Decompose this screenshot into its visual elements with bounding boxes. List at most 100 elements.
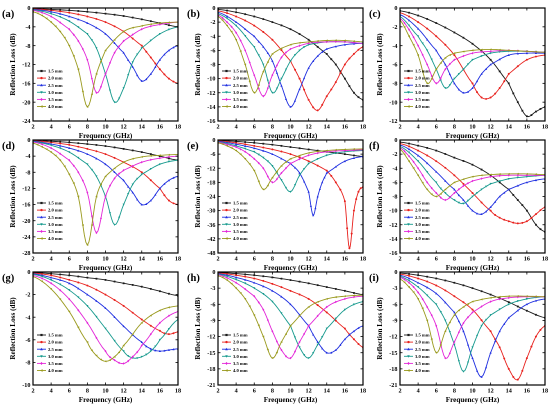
data-point <box>99 60 102 63</box>
data-point <box>36 12 39 15</box>
series-line <box>400 148 545 197</box>
data-point <box>352 295 355 299</box>
data-point <box>539 209 542 212</box>
data-point <box>154 193 157 196</box>
legend-label: 3.0 mm <box>233 354 248 359</box>
legend-label: 2.5 mm <box>48 215 63 220</box>
data-point <box>516 222 519 225</box>
data-point <box>131 16 134 19</box>
legend-marker <box>407 83 410 87</box>
data-point <box>309 204 312 207</box>
data-point <box>408 273 410 275</box>
data-point <box>352 52 355 55</box>
data-point <box>316 314 319 318</box>
data-point <box>303 168 306 171</box>
x-tick-label: 12 <box>488 388 494 395</box>
x-axis-title: Frequency (GHz) <box>446 264 500 272</box>
data-point <box>321 50 324 53</box>
data-point <box>330 88 333 91</box>
data-point <box>534 213 537 216</box>
legend-marker <box>40 215 43 219</box>
data-point <box>453 58 456 62</box>
data-point <box>298 293 301 296</box>
data-point <box>435 181 438 184</box>
data-point <box>253 15 256 18</box>
data-point <box>86 143 89 145</box>
data-point <box>262 18 265 21</box>
y-tick-label: -15 <box>389 350 397 357</box>
data-point <box>262 142 265 145</box>
x-tick-label: 10 <box>102 388 108 395</box>
data-point <box>77 308 80 312</box>
data-point <box>95 277 98 280</box>
legend-marker <box>407 223 410 226</box>
y-tick-label: -6 <box>392 62 397 69</box>
panel-label: (e) <box>187 141 199 152</box>
y-tick-label: -10 <box>389 208 397 215</box>
data-point <box>471 209 474 212</box>
data-point <box>312 333 315 336</box>
data-point <box>262 275 265 278</box>
data-point <box>489 300 492 303</box>
data-point <box>439 76 442 80</box>
data-point <box>99 358 102 361</box>
data-point <box>516 172 519 175</box>
data-point <box>140 285 143 288</box>
data-point <box>275 177 278 181</box>
data-point <box>235 143 238 146</box>
data-point <box>50 12 53 15</box>
data-point <box>113 146 116 149</box>
legend-label: 2.0 mm <box>233 340 248 345</box>
data-point <box>248 80 251 83</box>
data-point <box>498 173 501 176</box>
data-point <box>357 326 360 329</box>
y-tick-label: 0 <box>212 5 215 12</box>
data-point <box>244 34 247 38</box>
data-point <box>475 212 479 215</box>
legend-marker <box>225 83 228 87</box>
data-point <box>140 171 143 174</box>
data-point <box>145 78 148 81</box>
data-point <box>271 181 274 184</box>
data-point <box>45 148 48 151</box>
data-point <box>334 45 337 48</box>
data-point <box>407 285 410 289</box>
y-tick-label: -6 <box>210 47 215 54</box>
x-tick-label: 10 <box>287 256 293 263</box>
data-point <box>226 276 229 280</box>
data-point <box>86 163 89 166</box>
legend-marker <box>225 229 228 233</box>
data-point <box>444 153 447 155</box>
data-point <box>266 51 269 54</box>
data-point <box>480 305 483 308</box>
data-point <box>118 216 121 219</box>
legend-label: 3.0 mm <box>48 222 63 227</box>
data-point <box>86 58 89 62</box>
data-point <box>271 176 274 179</box>
data-point <box>407 277 411 280</box>
data-point <box>41 11 44 14</box>
data-point <box>521 221 524 224</box>
data-point <box>271 91 274 94</box>
data-point <box>525 220 528 223</box>
data-point <box>462 301 465 304</box>
data-point <box>280 157 283 160</box>
legend: 1.5 mm 2.0 mm 2.5 mm 3.0 mm 3.5 mm 4.0 mm <box>37 333 63 373</box>
data-point <box>95 175 98 178</box>
data-point <box>239 153 242 156</box>
data-point <box>439 196 442 199</box>
data-point <box>489 58 492 61</box>
data-point <box>307 38 310 41</box>
data-point <box>289 47 292 51</box>
data-point <box>507 301 510 304</box>
data-point <box>352 209 355 212</box>
data-point <box>59 288 62 292</box>
y-tick-label: -48 <box>207 250 215 257</box>
y-tick-label: -12 <box>22 186 30 193</box>
data-point <box>113 339 116 342</box>
data-point <box>225 278 228 282</box>
data-point <box>408 145 411 148</box>
data-point <box>516 49 519 52</box>
legend-marker <box>40 361 43 365</box>
data-point <box>104 49 107 52</box>
